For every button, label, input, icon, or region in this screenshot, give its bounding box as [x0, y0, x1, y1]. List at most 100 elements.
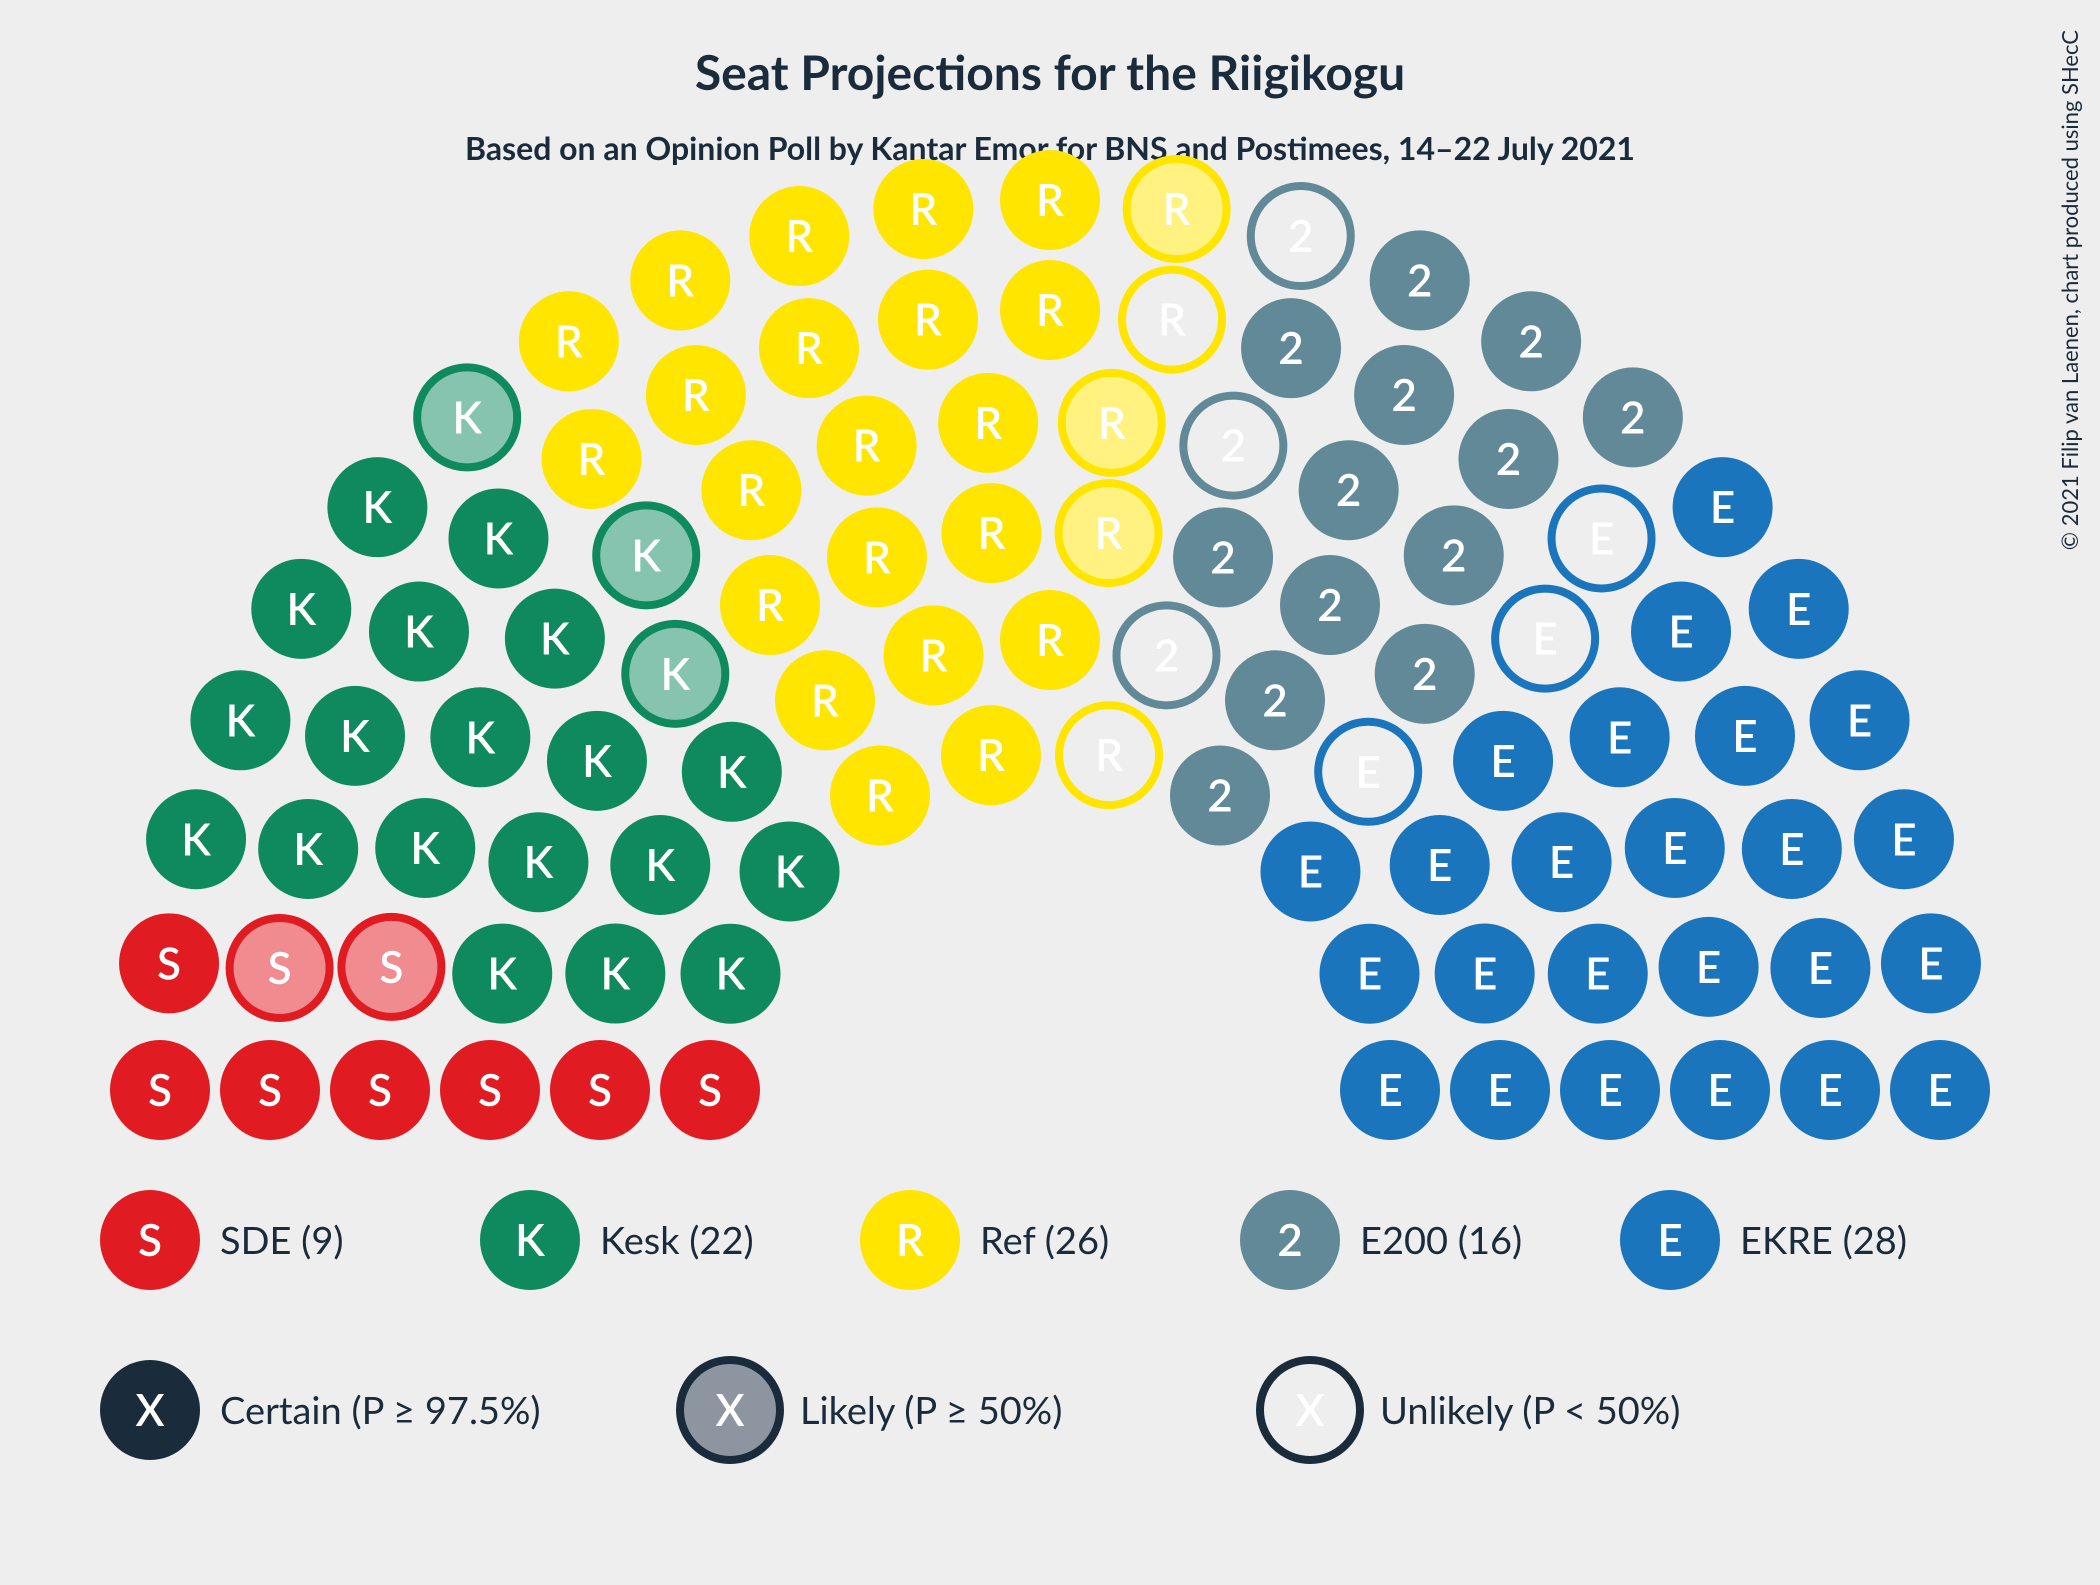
seat-letter: E [1298, 845, 1323, 897]
seat-letter: R [909, 183, 937, 235]
legend-label: EKRE (28) [1740, 1217, 1907, 1263]
seat-kesk: K [488, 812, 588, 912]
seat-letter: E [1786, 583, 1811, 635]
seat-kesk: K [682, 722, 782, 822]
seat-kesk: K [327, 457, 427, 557]
seat-kesk: K [452, 924, 552, 1024]
seat-sde: S [330, 1040, 430, 1140]
seat-ref: R [542, 409, 642, 509]
seat-kesk: K [305, 686, 405, 786]
seat-sde: S [660, 1040, 760, 1140]
seat-ref: R [1000, 590, 1100, 690]
seat-ref: R [1059, 483, 1159, 583]
seat-letter: K [600, 948, 630, 1000]
legend-status-label: Likely (P ≥ 50%) [800, 1387, 1062, 1433]
seat-letter: R [977, 507, 1005, 559]
seat-letter: R [666, 254, 694, 306]
seat-letter: 2 [1518, 315, 1544, 367]
seat-kesk: K [448, 488, 548, 588]
seat-ekre: E [1810, 670, 1910, 770]
seat-letter: R [866, 770, 894, 822]
seat-letter: 2 [1207, 770, 1233, 822]
seat-ref: R [1062, 373, 1162, 473]
seat-ekre: E [1780, 1040, 1880, 1140]
legend-label: Kesk (22) [600, 1217, 754, 1263]
seat-letter: S [698, 1064, 722, 1116]
legend-status-label: Unlikely (P < 50%) [1380, 1387, 1680, 1433]
seat-letter: 2 [1412, 648, 1438, 700]
seat-sde: S [119, 913, 219, 1013]
seat-ref: R [827, 507, 927, 607]
seat-letter: 2 [1620, 391, 1646, 443]
seat-ekre: E [1659, 917, 1759, 1017]
seat-letter: E [1607, 711, 1632, 763]
seat-letter: K [181, 813, 211, 865]
seat-letter: R [1036, 614, 1064, 666]
seat-letter: E [1710, 481, 1735, 533]
seat-letter: K [524, 836, 554, 888]
seat-letter: 2 [1210, 531, 1236, 583]
seat-ekre: E [1742, 799, 1842, 899]
seat-letter: E [1585, 948, 1610, 1000]
seat-letter: E [1891, 813, 1916, 865]
seat-ref: R [941, 483, 1041, 583]
seat-ref: R [941, 705, 1041, 805]
legend-swatch-letter: R [896, 1214, 924, 1266]
seat-ekre: E [1552, 488, 1652, 588]
seat-e200: 2 [1375, 624, 1475, 724]
seat-e200: 2 [1225, 650, 1325, 750]
seat-letter: K [660, 648, 690, 700]
seat-e200: 2 [1183, 396, 1283, 496]
seat-letter: 2 [1336, 464, 1362, 516]
seat-sde: S [230, 918, 330, 1018]
seat-kesk: K [681, 924, 781, 1024]
seat-kesk: K [430, 687, 530, 787]
seat-letter: K [363, 481, 393, 533]
seat-ekre: E [1453, 711, 1553, 811]
seat-letter: E [1472, 948, 1497, 1000]
seat-ekre: E [1625, 798, 1725, 898]
seat-letter: 2 [1496, 433, 1522, 485]
legend-swatch-letter: E [1657, 1214, 1682, 1266]
legend-label: E200 (16) [1360, 1217, 1522, 1263]
seat-ekre: E [1770, 918, 1870, 1018]
seat-letter: R [1098, 397, 1126, 449]
seat-ref: R [759, 298, 859, 398]
seat-ekre: E [1495, 589, 1595, 689]
seat-letter: R [795, 322, 823, 374]
seat-letter: R [974, 397, 1002, 449]
seat-ref: R [1059, 705, 1159, 805]
seat-kesk: K [610, 815, 710, 915]
seat-e200: 2 [1458, 409, 1558, 509]
seat-ref: R [938, 373, 1038, 473]
seat-letter: R [1158, 294, 1186, 346]
seat-letter: K [717, 746, 747, 798]
legend-label: SDE (9) [220, 1217, 344, 1263]
seat-letter: S [268, 942, 292, 994]
seat-kesk: K [190, 670, 290, 770]
seat-letter: E [1918, 937, 1943, 989]
seat-letter: S [478, 1064, 502, 1116]
seat-letter: 2 [1391, 369, 1417, 421]
seat-letter: K [410, 822, 440, 874]
seat-ref: R [701, 440, 801, 540]
seat-ref: R [830, 746, 930, 846]
seat-letter: E [1779, 823, 1804, 875]
seat-kesk: K [547, 711, 647, 811]
seat-ref: R [884, 605, 984, 705]
seat-ref: R [1000, 260, 1100, 360]
seat-letter: S [157, 937, 181, 989]
seat-letter: E [1549, 836, 1574, 888]
seat-kesk: K [251, 559, 351, 659]
seat-e200: 2 [1370, 230, 1470, 330]
seat-ref: R [873, 159, 973, 259]
seat-e200: 2 [1241, 298, 1341, 398]
seat-letter: K [466, 711, 496, 763]
seat-letter: E [1597, 1064, 1622, 1116]
seat-letter: 2 [1221, 420, 1247, 472]
seat-letter: K [540, 613, 570, 665]
seat-ref: R [1000, 150, 1100, 250]
seat-letter: E [1427, 839, 1452, 891]
seat-e200: 2 [1404, 505, 1504, 605]
seat-letter: R [914, 294, 942, 346]
